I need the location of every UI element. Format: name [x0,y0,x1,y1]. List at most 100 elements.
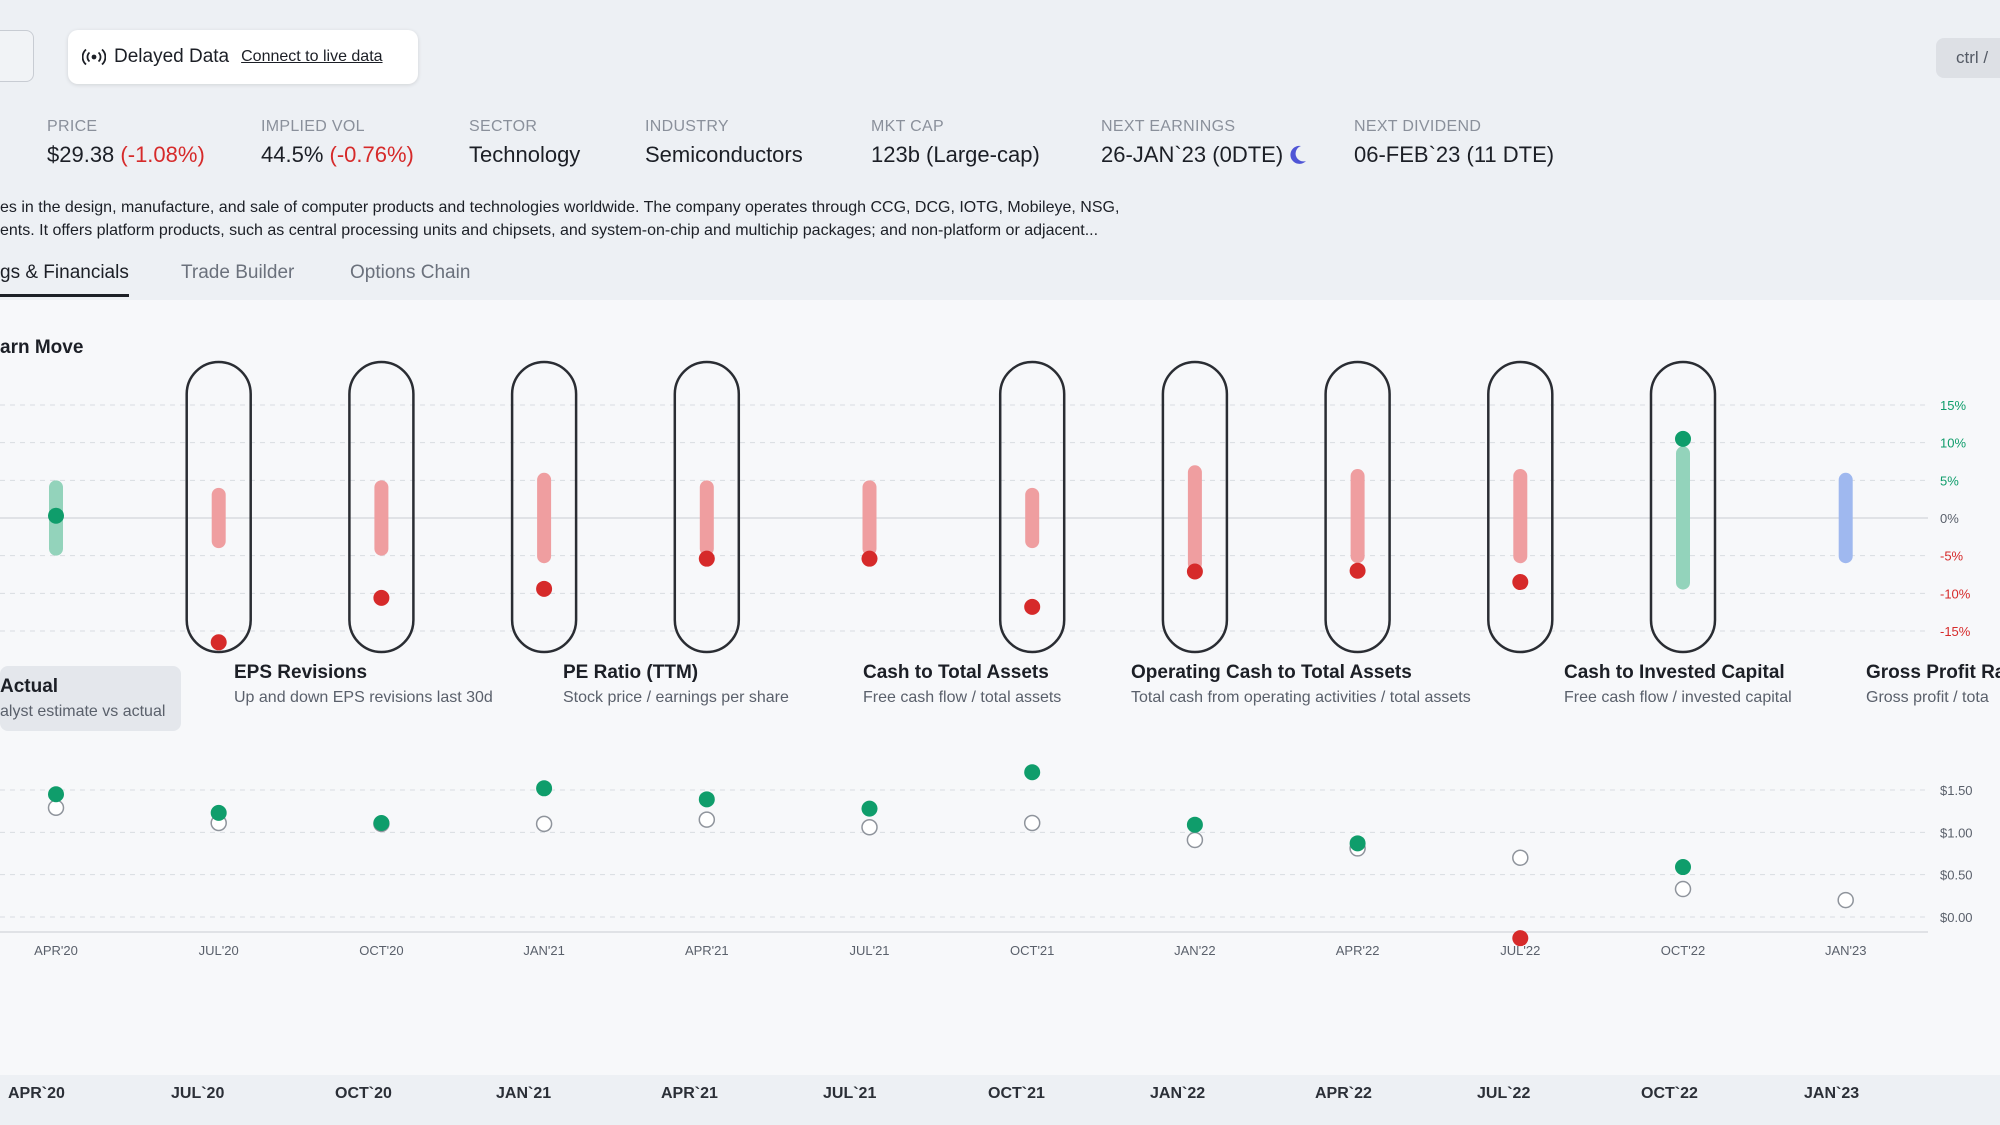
timeline-label[interactable]: OCT`22 [1641,1085,1698,1102]
highlight-outline [673,360,741,654]
highlight-outline [1649,360,1717,654]
broadcast-icon [82,48,106,66]
timeline-label[interactable]: JUL`22 [1477,1085,1531,1102]
tab-trade-builder[interactable]: Trade Builder [181,262,295,283]
financials-panel: arn Move 15% 10% 5% 0% -5% -10% -15% $1.50 $1.00… [0,300,2000,1075]
eps-estimate-dot [698,811,716,828]
highlight-outline [1324,360,1391,654]
eps-estimate-dot [861,819,878,836]
actual-move-dot [48,507,64,524]
metric-tab-cash-to-total-assets[interactable]: Cash to Total Assets Free cash flow / to… [863,662,1061,707]
actual-move-dot [1349,562,1366,579]
metric-tab-title: Cash to Invested Capital [1564,662,1785,683]
timeline-label[interactable]: OCT`21 [988,1085,1045,1102]
highlight-outline [1161,360,1229,654]
highlight-outline [1487,360,1554,654]
move-y-tick-label: -10% [1940,586,1971,601]
eps-actual-dot [1186,816,1203,833]
actual-move-dot [861,550,878,567]
metric-tab-title: Gross Profit Ra [1866,662,2000,683]
metric-tab-subtitle: Free cash flow / total assets [863,689,1062,706]
eps-actual-dot [536,780,553,797]
eps-x-tick-label: APR'22 [1336,943,1380,958]
highlight-outline [348,360,415,654]
eps-estimate-dot [1837,891,1854,909]
eps-x-tick-label: JUL'20 [199,943,239,958]
timeline-axis[interactable]: APR`20 JUL`20 OCT`20 JAN`21 APR`21 JUL`2… [0,1075,2000,1125]
actual-move-dot [1512,574,1529,591]
expected-move-bar [1513,469,1528,564]
timeline-label[interactable]: OCT`20 [335,1085,392,1102]
eps-x-tick-label: JUL'21 [849,943,889,958]
stat-implied-vol-value: 44.5% [261,142,324,167]
metric-tab-gross-profit[interactable]: Gross Profit Ra Gross profit / tota [1866,662,2000,707]
stat-sector: SECTOR Technology [469,118,580,168]
timeline-label[interactable]: JAN`22 [1150,1085,1206,1102]
eps-estimate-dot [1674,880,1692,898]
delayed-data-label: Delayed Data [114,46,230,67]
eps-actual-dot [698,791,715,808]
eps-y-tick-label: $1.00 [1940,825,1973,840]
stat-price: PRICE $29.38 (-1.08%) [47,118,205,168]
tab-earnings-financials[interactable]: gs & Financials [0,262,129,297]
eps-x-tick-label: OCT'20 [359,943,403,958]
metric-tab-pe-ratio[interactable]: PE Ratio (TTM) Stock price / earnings pe… [563,662,789,707]
eps-x-tick-label: JAN'22 [1174,943,1216,958]
stat-implied-vol: IMPLIED VOL 44.5% (-0.76%) [261,118,414,168]
expected-move-bar [699,480,714,556]
timeline-label[interactable]: APR`20 [8,1085,65,1102]
move-y-tick-label: -5% [1940,549,1964,564]
actual-move-dot [536,580,553,597]
eps-estimate-dot [1512,849,1529,866]
eps-actual-dot [373,815,390,832]
timeline-label[interactable]: JUL`21 [823,1085,877,1102]
timeline-label[interactable]: JAN`21 [496,1085,552,1102]
keyboard-shortcut-hint[interactable]: ctrl / [1936,38,2000,78]
connect-live-data-link[interactable]: Connect to live data [241,48,383,65]
metric-tab-actual[interactable]: Actual alyst estimate vs actual [0,666,182,731]
stat-next-dividend: NEXT DIVIDEND 06-FEB`23 (11 DTE) [1354,118,1554,168]
actual-move-dot [1186,563,1203,580]
move-y-tick-label: -15% [1940,624,1971,639]
metric-tab-subtitle: Gross profit / tota [1866,689,1989,706]
expected-move-bar [1838,472,1853,564]
timeline-label[interactable]: APR`21 [661,1085,718,1102]
actual-move-dot [210,634,227,651]
stat-mkt-cap: MKT CAP 123b (Large-cap) [871,118,1040,168]
stat-next-dividend-label: NEXT DIVIDEND [1354,118,1482,135]
stat-implied-vol-label: IMPLIED VOL [261,118,365,135]
eps-x-tick-label: APR'20 [34,943,78,958]
eps-x-tick-label: JAN'21 [523,943,565,958]
back-button[interactable] [0,30,34,82]
highlight-outline [510,360,578,654]
eps-estimate-dot [47,799,65,817]
metric-tab-cash-to-invested-capital[interactable]: Cash to Invested Capital Free cash flow … [1564,662,1792,707]
stat-mkt-cap-value: 123b (Large-cap) [871,142,1040,167]
moon-icon [1290,145,1307,164]
eps-y-tick-label: $0.50 [1940,868,1973,883]
eps-actual-dot [1675,859,1691,876]
timeline-label[interactable]: JAN`23 [1804,1085,1860,1102]
stat-next-earnings-value: 26-JAN`23 (0DTE) [1101,142,1284,167]
timeline-label[interactable]: JUL`20 [171,1085,225,1102]
expected-move-bar [537,472,552,564]
eps-estimate-dot [535,815,553,833]
data-status-box: Delayed Data Connect to live data [68,30,418,84]
timeline-label[interactable]: APR`22 [1315,1085,1372,1102]
move-y-tick-label: 5% [1940,473,1959,488]
stat-price-label: PRICE [47,118,98,135]
earnings-charts: 15% 10% 5% 0% -5% -10% -15% $1.50 $1.00 $0.50 $0.0… [0,360,1973,958]
stat-implied-vol-change: (-0.76%) [329,142,414,167]
metric-tab-eps-revisions[interactable]: EPS Revisions Up and down EPS revisions … [234,662,493,707]
stat-sector-value: Technology [469,142,581,167]
description-line-1: es in the design, manufacture, and sale … [0,199,1120,216]
tab-options-chain[interactable]: Options Chain [350,262,471,283]
stat-industry: INDUSTRY Semiconductors [645,118,803,168]
stat-industry-label: INDUSTRY [645,118,729,135]
eps-actual-dot [1024,764,1041,781]
metric-tab-title: PE Ratio (TTM) [563,662,699,683]
stat-mkt-cap-label: MKT CAP [871,118,944,135]
metric-tab-operating-cash[interactable]: Operating Cash to Total Assets Total cas… [1131,662,1471,707]
description-line-2: ents. It offers platform products, such … [0,222,1099,239]
expected-move-bar [1350,469,1365,564]
